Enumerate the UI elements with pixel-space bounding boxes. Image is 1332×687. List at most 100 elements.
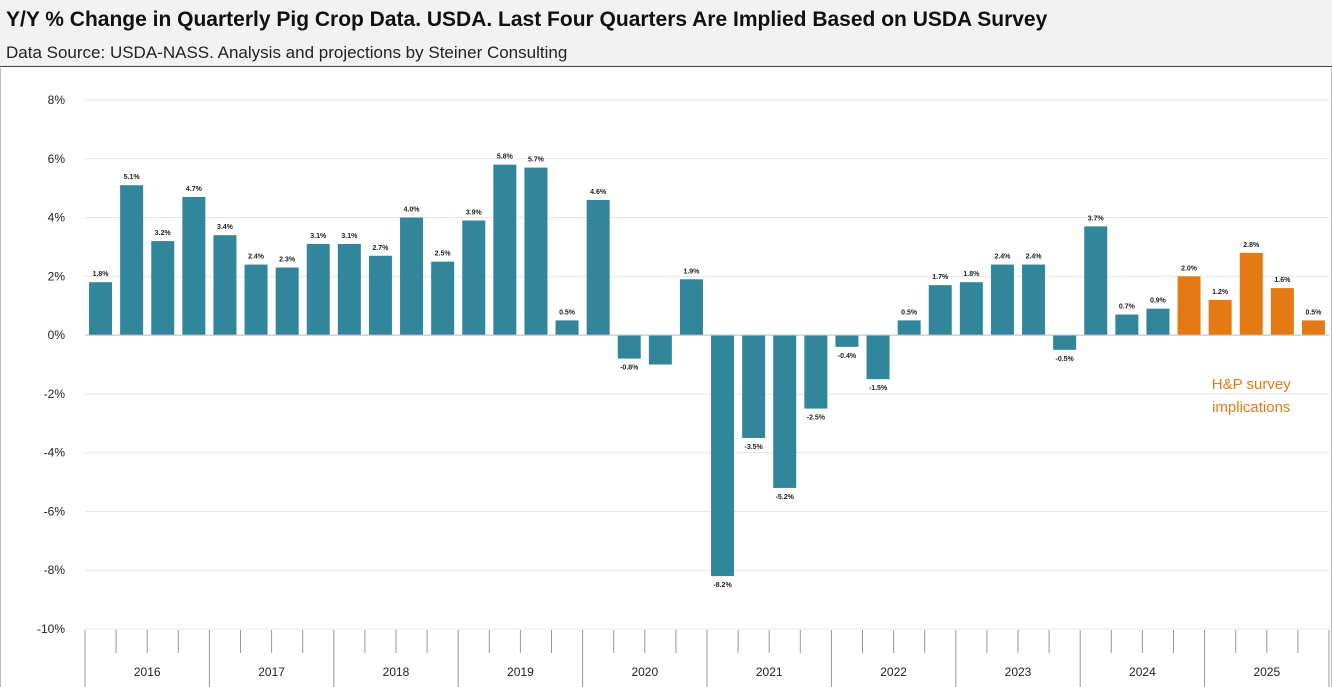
data-label: 2.7%: [372, 245, 389, 252]
bar: [897, 320, 921, 336]
bar: [804, 335, 828, 409]
bar: [1208, 299, 1232, 336]
bar: [306, 244, 330, 336]
bar: [835, 335, 859, 347]
bar: [120, 185, 144, 336]
bar: [959, 282, 983, 336]
data-label: 4.7%: [186, 186, 203, 193]
bar: [866, 335, 890, 380]
bar: [1115, 314, 1139, 336]
data-label: 0.7%: [1119, 304, 1136, 311]
data-label: -0.8%: [620, 365, 639, 372]
data-label: 1.9%: [683, 268, 700, 275]
x-year-label: 2024: [1129, 665, 1156, 679]
y-tick-label: 2%: [48, 269, 66, 283]
data-label: 2.5%: [435, 251, 452, 258]
bar: [337, 244, 361, 336]
data-label: 1.7%: [932, 274, 949, 281]
bar: [151, 241, 175, 336]
data-label: 3.2%: [155, 230, 172, 237]
bar: [1146, 308, 1170, 336]
data-label: -8.2%: [713, 582, 732, 589]
data-label: 2.4%: [994, 254, 1011, 261]
bar: [89, 282, 113, 336]
bar: [493, 164, 517, 336]
x-year-label: 2019: [507, 665, 534, 679]
data-label: 0.9%: [1150, 298, 1167, 305]
x-year-label: 2017: [258, 665, 285, 679]
y-tick-label: 6%: [48, 152, 66, 166]
data-label: -5.2%: [776, 494, 795, 501]
bar: [742, 335, 766, 438]
bar: [182, 196, 206, 336]
data-label: 4.6%: [590, 189, 607, 196]
data-label: 1.8%: [93, 271, 110, 278]
data-label: -2.5%: [807, 415, 826, 422]
y-tick-label: 0%: [48, 328, 66, 342]
y-tick-label: 8%: [48, 93, 66, 107]
data-label: 2.8%: [1243, 242, 1260, 249]
chart-header: Y/Y % Change in Quarterly Pig Crop Data.…: [0, 0, 1332, 67]
y-tick-label: -10%: [37, 622, 65, 636]
y-tick-label: -6%: [44, 504, 66, 518]
y-tick-label: -2%: [44, 387, 66, 401]
bar: [213, 235, 237, 336]
data-label: 1.8%: [963, 271, 980, 278]
data-label: 3.7%: [1088, 215, 1105, 222]
bar: [1053, 335, 1077, 350]
data-label: 3.1%: [310, 233, 327, 240]
x-year-label: 2023: [1005, 665, 1032, 679]
data-label: 3.4%: [217, 224, 234, 231]
x-year-label: 2016: [134, 665, 161, 679]
data-label: 5.1%: [124, 174, 141, 181]
bar: [990, 264, 1014, 336]
data-label: 2.0%: [1181, 265, 1198, 272]
bar: [275, 267, 299, 336]
data-label: -1.5%: [869, 385, 888, 392]
x-year-label: 2020: [631, 665, 658, 679]
x-year-label: 2021: [756, 665, 783, 679]
bar: [1301, 320, 1325, 336]
bar: [1177, 276, 1201, 336]
data-label: 3.9%: [466, 209, 483, 216]
bar: [555, 320, 579, 336]
bar: [617, 335, 641, 359]
data-label: 3.1%: [341, 233, 358, 240]
data-label: 0.5%: [559, 309, 576, 316]
bar: [711, 335, 735, 577]
x-year-label: 2022: [880, 665, 907, 679]
data-label: -3.5%: [745, 444, 764, 451]
y-tick-label: -4%: [44, 446, 66, 460]
bar: [368, 255, 392, 336]
bar: [400, 217, 424, 336]
data-label: 5.7%: [528, 157, 545, 164]
bar: [773, 335, 797, 488]
plot-area: 8% 6% 4% 2% 0% -2% -4% -6% -8% -10% 1.8% 5.1% 3.2% 4.…: [0, 68, 1332, 687]
annotation-label: H&P survey: [1212, 376, 1291, 393]
bar: [679, 279, 703, 336]
bar: [586, 199, 610, 336]
y-tick-label: -8%: [44, 563, 66, 577]
bar: [1022, 264, 1046, 336]
bar: [462, 220, 486, 336]
bar: [244, 264, 268, 336]
chart-title: Y/Y % Change in Quarterly Pig Crop Data.…: [6, 8, 1048, 31]
x-year-label: 2025: [1253, 665, 1280, 679]
data-label: 1.2%: [1212, 289, 1229, 296]
data-label: 0.5%: [1305, 309, 1322, 316]
bar: [1239, 252, 1263, 336]
data-label: 0.5%: [901, 309, 918, 316]
x-year-label: 2018: [383, 665, 410, 679]
bar: [928, 285, 952, 336]
data-label: 2.4%: [248, 254, 265, 261]
data-label: -0.4%: [838, 353, 857, 360]
chart-subtitle: Data Source: USDA-NASS. Analysis and pro…: [6, 43, 568, 62]
bar-chart: 8% 6% 4% 2% 0% -2% -4% -6% -8% -10% 1.8% 5.1% 3.2% 4.…: [37, 93, 1330, 687]
bar: [1084, 226, 1108, 336]
bar: [524, 167, 548, 336]
data-label: 5.8%: [497, 154, 514, 161]
data-label: -0.5%: [1056, 356, 1075, 363]
data-label: 1.6%: [1274, 277, 1291, 284]
bar: [431, 261, 455, 336]
bar: [1270, 288, 1294, 336]
